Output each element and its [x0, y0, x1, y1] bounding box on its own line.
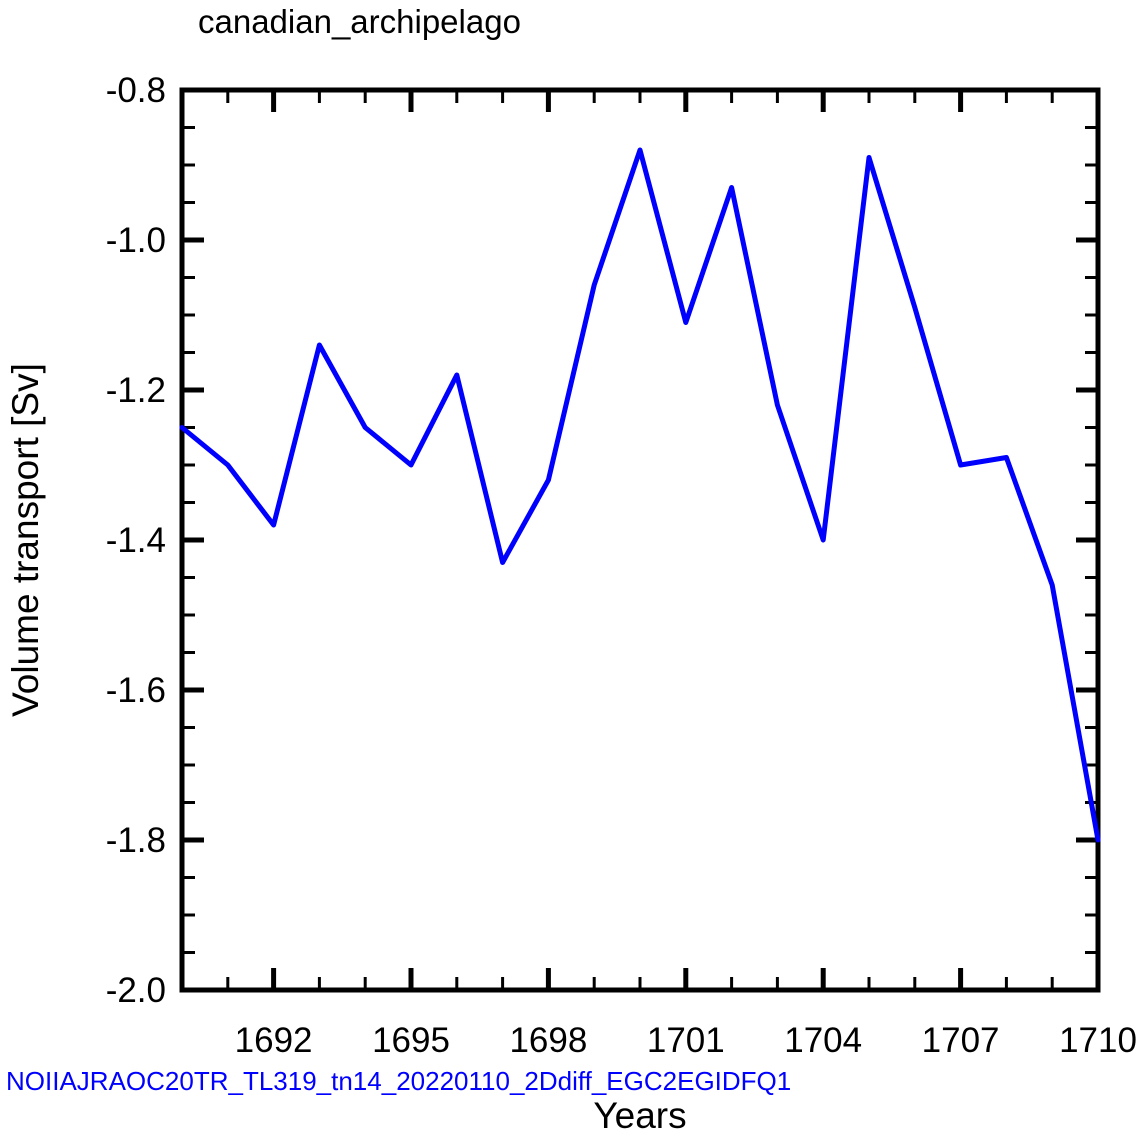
x-tick-label: 1707 — [922, 1021, 1000, 1060]
y-tick-label: -0.8 — [106, 71, 166, 110]
y-tick-label: -1.0 — [106, 221, 166, 260]
x-axis-tick-labels: 1692 1695 1698 1701 1704 1707 1710 — [235, 1021, 1137, 1060]
x-tick-label: 1692 — [235, 1021, 313, 1060]
axes-box — [179, 87, 1101, 993]
x-tick-label: 1710 — [1059, 1021, 1137, 1060]
y-tick-label: -1.4 — [106, 521, 166, 560]
y-tick-label: -1.6 — [106, 671, 166, 710]
y-tick-label: -1.2 — [106, 371, 166, 410]
footer-provenance-text: NOIIAJRAOC20TR_TL319_tn14_20220110_2Ddif… — [6, 1066, 791, 1096]
y-tick-label: -2.0 — [106, 971, 166, 1010]
x-axis-ticks — [180, 90, 1101, 990]
y-axis-tick-labels: -0.8 -1.0 -1.2 -1.4 -1.6 -1.8 -2.0 — [106, 71, 166, 1010]
plot-frame — [179, 87, 1101, 993]
chart-title: canadian_archipelago — [198, 3, 521, 40]
x-axis-label: Years — [593, 1095, 686, 1136]
x-tick-label: 1695 — [372, 1021, 450, 1060]
y-axis-label: Volume transport [Sv] — [5, 363, 46, 717]
y-tick-label: -1.8 — [106, 821, 166, 860]
x-tick-label: 1704 — [784, 1021, 862, 1060]
data-series-canadian-archipelago — [179, 147, 1101, 843]
y-axis-ticks — [182, 87, 1098, 993]
x-tick-label: 1698 — [509, 1021, 587, 1060]
x-tick-label: 1701 — [647, 1021, 725, 1060]
